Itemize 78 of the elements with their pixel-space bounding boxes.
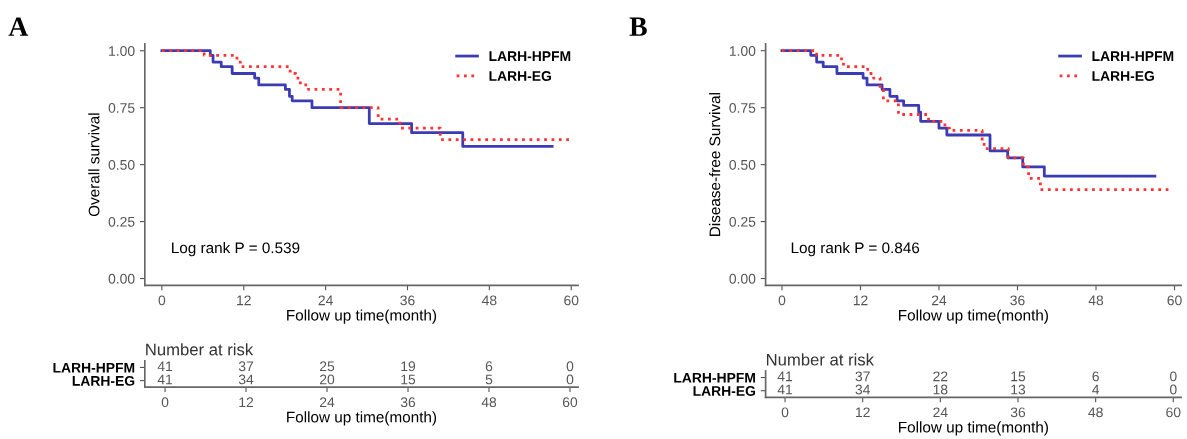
legend-label: LARH-EG xyxy=(489,71,551,81)
x-axis-title: Follow up time(month) xyxy=(899,421,1048,436)
data-label: 4 xyxy=(1092,384,1100,395)
data-label: 15 xyxy=(1011,371,1026,382)
data-label: 34 xyxy=(855,384,870,395)
x-tick-label: 24 xyxy=(933,407,948,418)
x-tick-label: 60 xyxy=(1166,407,1181,418)
data-label: 37 xyxy=(238,361,254,372)
y-tick-label: LARH-HPFM xyxy=(53,362,135,373)
x-tick-label: 12 xyxy=(239,397,254,407)
y-tick-label: 0.50 xyxy=(729,159,756,170)
x-tick-label: 12 xyxy=(856,407,870,418)
data-label: 41 xyxy=(777,384,793,395)
annotation: Log rank P = 0.539 xyxy=(172,242,300,257)
x-tick-label: 12 xyxy=(853,295,868,306)
data-label: 41 xyxy=(157,361,173,372)
x-axis-title: Follow up time(month) xyxy=(287,411,437,426)
x-tick-label: 36 xyxy=(1010,407,1026,418)
data-label: 25 xyxy=(320,361,335,372)
legend-label: LARH-EG xyxy=(1092,71,1154,81)
y-tick-label: 0.50 xyxy=(108,159,135,170)
legend-label: LARH-HPFM xyxy=(489,51,571,61)
y-tick-label: 1.00 xyxy=(109,46,135,56)
y-tick-label: 0.25 xyxy=(729,216,756,227)
y-tick-label: 0.00 xyxy=(108,273,135,284)
x-axis-title: Follow up time(month) xyxy=(899,309,1048,324)
y-axis-title: Overall survival xyxy=(88,113,100,217)
data-label: 19 xyxy=(401,361,416,372)
data-label: 13 xyxy=(1011,384,1026,395)
chart-title: A xyxy=(8,17,29,36)
y-tick-label: LARH-EG xyxy=(693,386,756,396)
data-label: 22 xyxy=(933,371,948,382)
y-tick-label: 0.00 xyxy=(729,273,756,284)
data-label: 18 xyxy=(933,384,948,395)
y-tick-label: LARH-EG xyxy=(72,375,135,386)
x-tick-label: 48 xyxy=(481,397,497,408)
x-axis-title: Follow up time(month) xyxy=(287,309,437,324)
chart-title: Number at risk xyxy=(766,353,874,366)
annotation: Log rank P = 0.846 xyxy=(791,242,920,257)
data-label: 37 xyxy=(855,371,870,382)
data-label: 5 xyxy=(485,374,493,385)
data-label: 6 xyxy=(485,361,493,372)
data-label: 41 xyxy=(157,374,173,385)
x-tick-label: 48 xyxy=(481,295,497,306)
y-axis-title: Disease-free Survival xyxy=(709,93,721,236)
data-label: 15 xyxy=(401,374,416,385)
data-label: 41 xyxy=(777,371,793,382)
data-label: 20 xyxy=(320,374,335,385)
x-tick-label: 48 xyxy=(1088,295,1104,306)
x-tick-label: 60 xyxy=(564,295,579,306)
x-tick-label: 12 xyxy=(237,295,251,306)
y-tick-label: 0.25 xyxy=(108,216,135,227)
x-tick-label: 0 xyxy=(778,295,786,306)
y-tick-label: LARH-HPFM xyxy=(674,373,755,383)
chart-title: B xyxy=(629,17,647,36)
x-tick-label: 0 xyxy=(781,407,789,418)
y-tick-label: 1.00 xyxy=(729,46,756,56)
x-tick-label: 24 xyxy=(320,397,335,407)
data-label: 34 xyxy=(238,374,254,385)
data-label: 0 xyxy=(566,374,574,385)
legend-label: LARH-HPFM xyxy=(1092,51,1174,61)
data-label: 0 xyxy=(1169,384,1177,395)
data-label: 0 xyxy=(566,361,574,372)
x-tick-label: 48 xyxy=(1088,407,1103,418)
x-tick-label: 60 xyxy=(562,397,578,408)
data-label: 0 xyxy=(1169,371,1177,382)
y-tick-label: 0.75 xyxy=(729,103,756,113)
x-tick-label: 24 xyxy=(318,295,333,306)
y-tick-label: 0.75 xyxy=(108,103,135,113)
chart-title: Number at risk xyxy=(146,343,254,356)
x-tick-label: 36 xyxy=(1010,295,1025,306)
x-tick-label: 0 xyxy=(161,397,169,408)
x-tick-label: 60 xyxy=(1167,295,1182,306)
data-label: 6 xyxy=(1092,371,1099,382)
x-tick-label: 36 xyxy=(400,397,416,408)
x-tick-label: 36 xyxy=(400,295,415,306)
x-tick-label: 24 xyxy=(931,295,947,306)
x-tick-label: 0 xyxy=(158,295,166,306)
